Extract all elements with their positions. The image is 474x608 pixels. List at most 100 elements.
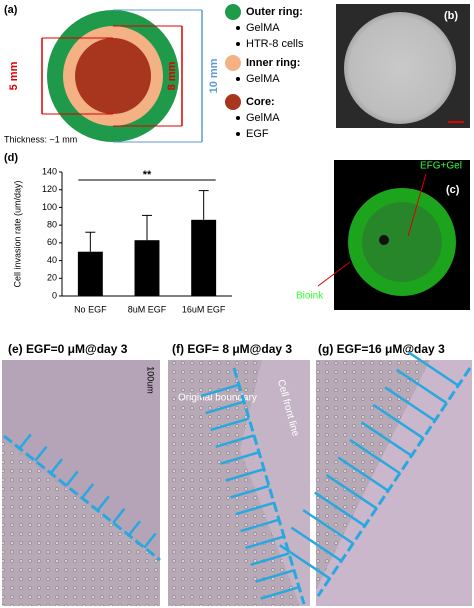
core <box>362 202 442 282</box>
error-bar <box>142 214 152 241</box>
panel-label: (g) EGF=16 μM@day 3 <box>318 342 445 356</box>
panel-label: (c) <box>446 184 460 196</box>
legend-item: EGF <box>246 128 269 140</box>
invasion-tick <box>337 456 389 492</box>
y-tick-label: 0 <box>52 290 57 300</box>
dim-label: 5 mm <box>8 61 20 90</box>
legend-item: HTR-8 cells <box>246 38 304 50</box>
y-tick-label: 80 <box>47 220 57 230</box>
invasion-tick <box>210 417 250 432</box>
invasion-tick <box>225 467 265 482</box>
y-tick-label: 140 <box>42 166 57 176</box>
invasion-tick <box>230 484 270 499</box>
invasion-tick <box>372 403 424 440</box>
invasion-tick <box>215 434 255 449</box>
invasion-tick <box>250 552 290 567</box>
invasion-tick <box>65 470 79 487</box>
panel-d: (d) Cell invasion rate (um/day) 0 20 40 60 8… <box>4 152 232 314</box>
invasion-tick <box>240 518 280 533</box>
y-tick-label: 100 <box>42 202 57 212</box>
y-tick-label: 60 <box>47 237 57 247</box>
y-axis-title: Cell invasion rate (um/day) <box>12 180 22 287</box>
invasion-tick <box>200 383 240 398</box>
legend-swatch <box>225 4 241 20</box>
invasion-tick <box>349 438 401 475</box>
cell-region <box>2 440 160 606</box>
error-bar <box>85 231 96 252</box>
x-tick-label: 16uM EGF <box>182 304 226 314</box>
panel-label: (e) EGF=0 μM@day 3 <box>8 342 128 356</box>
panel-a: (a) 5 mm 8 mm 10 mm Thickness: ~1 mm Out… <box>4 4 304 144</box>
panel-label: (f) EGF= 8 μM@day 3 <box>172 342 292 356</box>
panel-label: (d) <box>4 152 18 164</box>
dim-label: 8 mm <box>166 61 178 90</box>
annotation: Bioink <box>296 291 324 302</box>
invasion-tick <box>245 535 285 550</box>
spot <box>379 235 389 245</box>
invasion-tick <box>290 526 343 562</box>
panel-label: (a) <box>4 4 18 16</box>
boundary-line <box>232 367 306 605</box>
micrographs: (e) EGF=0 μM@day 3 100um (f) EGF= 8 μM@d… <box>2 342 472 606</box>
bullet <box>236 77 240 81</box>
invasion-tick <box>279 544 331 580</box>
invasion-tick <box>325 473 378 510</box>
scaffold <box>344 12 456 124</box>
thickness: Thickness: ~1 mm <box>4 134 77 144</box>
invasion-tick <box>112 507 126 524</box>
bar <box>77 251 103 296</box>
bullet <box>236 132 240 136</box>
x-tick-label: 8uM EGF <box>128 304 167 314</box>
bullet <box>236 26 240 30</box>
legend-item: GelMA <box>246 73 280 85</box>
legend-title: Outer ring: <box>246 6 303 18</box>
legend-title: Core: <box>246 96 275 108</box>
invasion-tick <box>143 532 157 549</box>
dim-label: 10 mm <box>208 58 220 93</box>
invasion-tick <box>360 421 413 457</box>
cell-region <box>316 360 430 590</box>
invasion-tick <box>407 351 460 387</box>
invasion-tick <box>18 433 32 450</box>
invasion-tick <box>220 451 260 465</box>
legend-item: GelMA <box>246 112 280 124</box>
invasion-tick <box>49 458 63 474</box>
invasion-tick <box>255 569 295 583</box>
bullet <box>236 42 240 46</box>
invasion-tick <box>302 509 354 545</box>
invasion-tick <box>314 491 366 527</box>
invasion-tick <box>127 520 141 536</box>
panel-c: EFG+Gel Bioink (c) <box>296 160 470 310</box>
invasion-tick <box>395 368 448 405</box>
panel-label: (b) <box>444 10 458 22</box>
invasion-tick <box>34 445 48 462</box>
annotation: Original boundary <box>178 393 257 404</box>
bar <box>134 240 160 296</box>
invasion-tick <box>384 386 436 422</box>
y-tick-label: 40 <box>47 255 57 265</box>
error-bar <box>198 190 209 220</box>
significance: ** <box>143 169 152 181</box>
legend-title: Inner ring: <box>246 57 300 69</box>
invasion-tick <box>260 585 300 600</box>
invasion-tick <box>96 495 110 512</box>
boundary-line <box>316 367 472 597</box>
arrow <box>317 261 351 287</box>
core <box>75 38 151 114</box>
legend-item: GelMA <box>246 22 280 34</box>
panel-b: (b) <box>336 4 470 128</box>
y-tick-label: 20 <box>47 273 57 283</box>
legend-swatch <box>225 55 241 71</box>
invasion-tick <box>81 483 95 499</box>
scale-label: 100um <box>146 366 156 394</box>
annotation: EFG+Gel <box>420 161 462 172</box>
arrow <box>407 173 427 237</box>
y-tick-label: 120 <box>42 184 57 194</box>
bullet <box>236 116 240 120</box>
invasion-tick <box>205 400 245 415</box>
legend-swatch <box>225 94 241 110</box>
invasion-tick <box>235 501 275 516</box>
gel-region <box>240 360 310 606</box>
bar <box>191 219 217 296</box>
